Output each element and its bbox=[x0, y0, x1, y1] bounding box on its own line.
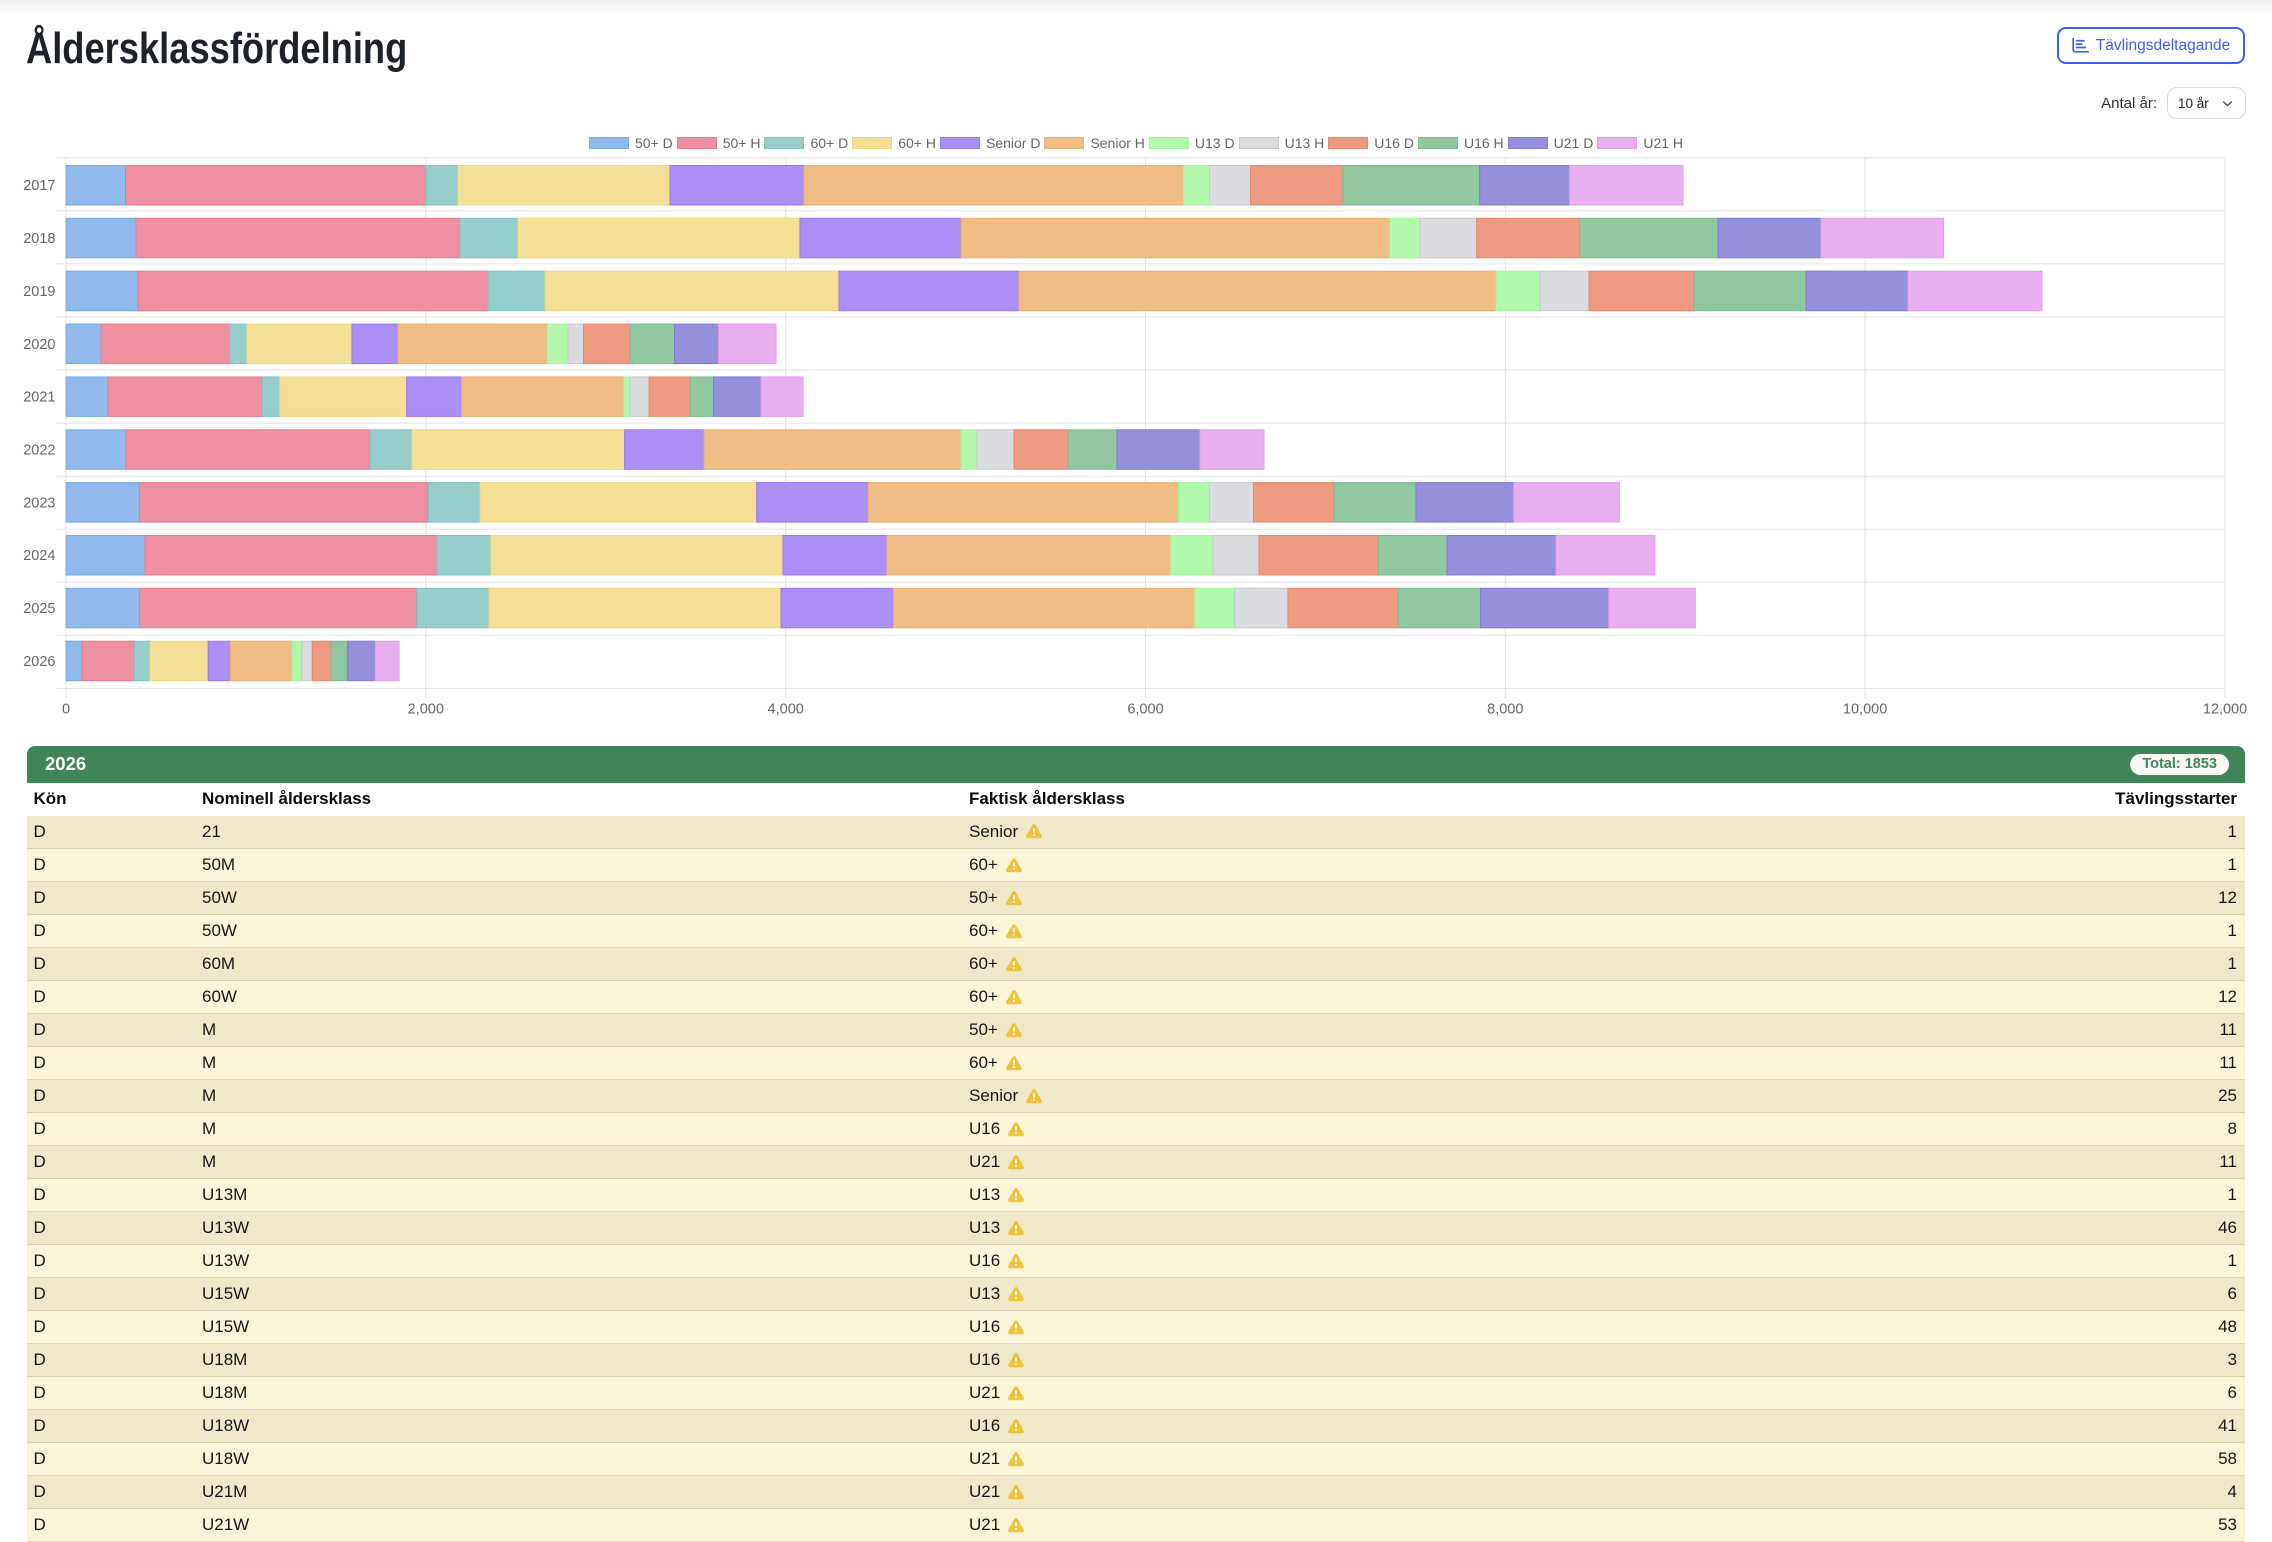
svg-text:10,000: 10,000 bbox=[1843, 702, 1887, 718]
svg-text:2019: 2019 bbox=[23, 284, 55, 300]
svg-text:2021: 2021 bbox=[23, 390, 55, 406]
svg-text:2026: 2026 bbox=[23, 654, 55, 670]
svg-text:2023: 2023 bbox=[23, 495, 55, 511]
svg-text:2024: 2024 bbox=[23, 548, 55, 564]
svg-text:2022: 2022 bbox=[23, 443, 55, 459]
svg-text:4,000: 4,000 bbox=[768, 702, 804, 718]
svg-text:2018: 2018 bbox=[23, 231, 55, 247]
svg-text:2020: 2020 bbox=[23, 337, 55, 353]
svg-text:12,000: 12,000 bbox=[2203, 702, 2247, 718]
svg-text:0: 0 bbox=[62, 702, 70, 718]
svg-text:2,000: 2,000 bbox=[408, 702, 444, 718]
svg-text:2025: 2025 bbox=[23, 601, 55, 617]
svg-text:6,000: 6,000 bbox=[1127, 702, 1163, 718]
svg-text:2017: 2017 bbox=[23, 178, 55, 194]
svg-text:8,000: 8,000 bbox=[1487, 702, 1523, 718]
